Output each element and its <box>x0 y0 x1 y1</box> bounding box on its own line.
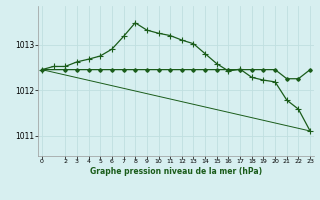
X-axis label: Graphe pression niveau de la mer (hPa): Graphe pression niveau de la mer (hPa) <box>90 167 262 176</box>
